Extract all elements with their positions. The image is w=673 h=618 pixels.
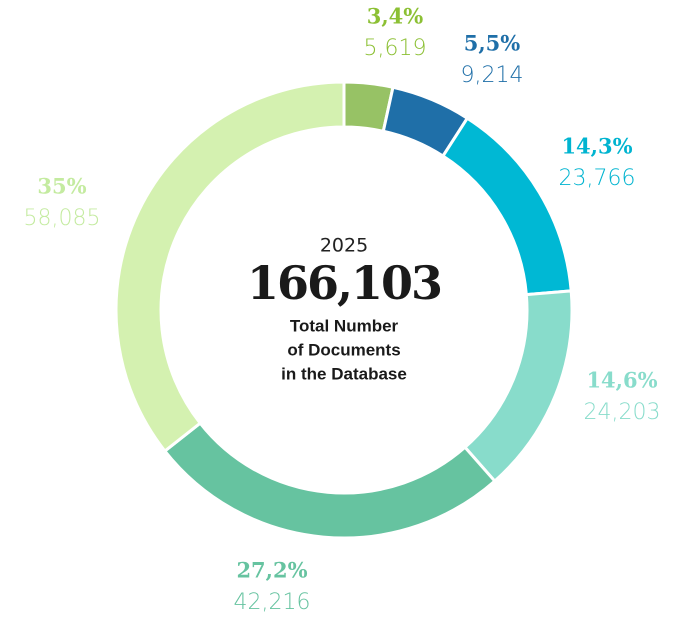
donut-segment [162, 421, 497, 540]
value-label: 42,216 [234, 590, 311, 615]
value-label: 58,085 [24, 206, 101, 231]
percent-label: 5,5% [464, 31, 521, 56]
percent-label: 3,4% [367, 4, 424, 29]
percent-label: 27,2% [236, 558, 307, 583]
center-caption: in the Database [281, 364, 407, 383]
percent-label: 14,3% [561, 134, 632, 159]
donut-segment [462, 289, 574, 484]
center-year: 2025 [320, 235, 368, 257]
percent-label: 14,6% [586, 368, 657, 393]
donut-segment [114, 80, 346, 454]
value-label: 9,214 [461, 63, 524, 88]
donut-segment [440, 116, 573, 297]
center-caption: of Documents [287, 340, 400, 359]
value-label: 5,619 [364, 36, 427, 61]
value-label: 23,766 [559, 166, 636, 191]
value-label: 24,203 [584, 400, 661, 425]
center-caption: Total Number [290, 316, 399, 335]
center-total: 166,103 [247, 256, 441, 310]
percent-label: 35% [37, 174, 86, 199]
